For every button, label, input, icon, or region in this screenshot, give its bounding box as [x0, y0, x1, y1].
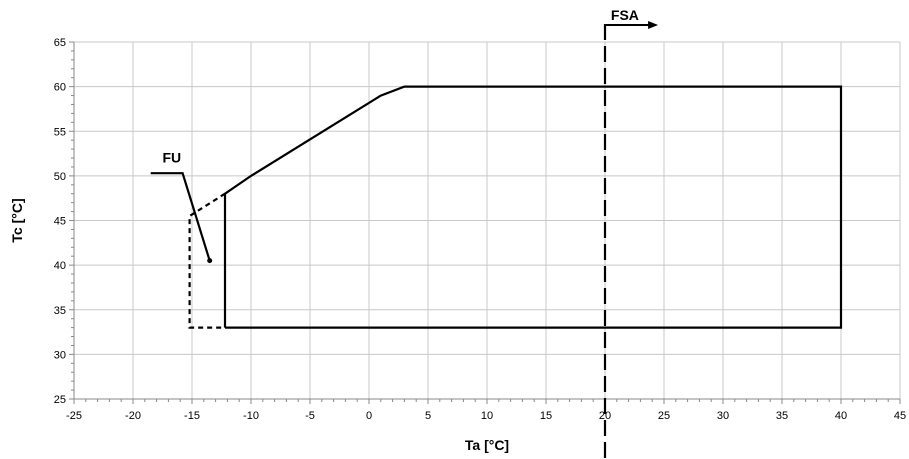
x-tick-label: 40 — [835, 410, 847, 422]
x-tick-label: 35 — [776, 410, 788, 422]
x-tick-label: -15 — [184, 410, 200, 422]
axes — [69, 41, 901, 404]
annotations: FU FSA — [163, 7, 659, 165]
y-tick-labels: 25 30 35 40 45 50 55 60 65 — [54, 37, 66, 406]
x-tick-label: 30 — [717, 410, 729, 422]
x-tick-label: -10 — [243, 410, 259, 422]
y-axis-label: Tc [°C] — [9, 198, 25, 242]
y-tick-label: 55 — [54, 126, 66, 138]
x-tick-label: 25 — [658, 410, 670, 422]
x-tick-label: 0 — [366, 410, 372, 422]
x-tick-label: 15 — [540, 410, 552, 422]
x-tick-label: 45 — [894, 410, 906, 422]
y-tick-label: 65 — [54, 37, 66, 49]
y-tick-label: 50 — [54, 171, 66, 183]
x-tick-label: 5 — [425, 410, 431, 422]
x-tick-label: 10 — [481, 410, 493, 422]
x-axis-label: Ta [°C] — [465, 437, 509, 453]
x-tick-label: -20 — [125, 410, 141, 422]
x-tick-label: -5 — [305, 410, 315, 422]
y-tick-label: 35 — [54, 305, 66, 317]
fsa-label: FSA — [611, 7, 639, 23]
y-tick-label: 45 — [54, 216, 66, 228]
x-tick-label: -25 — [66, 410, 82, 422]
y-tick-label: 40 — [54, 260, 66, 272]
fsa-arrow-head — [648, 21, 659, 29]
fu-label: FU — [163, 149, 182, 165]
series-line-1 — [223, 85, 843, 329]
fu-endpoint-marker — [207, 258, 213, 264]
x-tick-labels: -25 -20 -15 -10 -5 0 5 10 15 20 25 30 35 40 45 — [66, 410, 906, 422]
series-line-2 — [188, 192, 226, 329]
series-group — [150, 24, 843, 459]
series-line-3 — [150, 172, 211, 262]
y-tick-label: 25 — [54, 394, 66, 406]
y-tick-label: 30 — [54, 349, 66, 361]
x-tick-label: 20 — [599, 410, 611, 422]
y-tick-label: 60 — [54, 82, 66, 94]
